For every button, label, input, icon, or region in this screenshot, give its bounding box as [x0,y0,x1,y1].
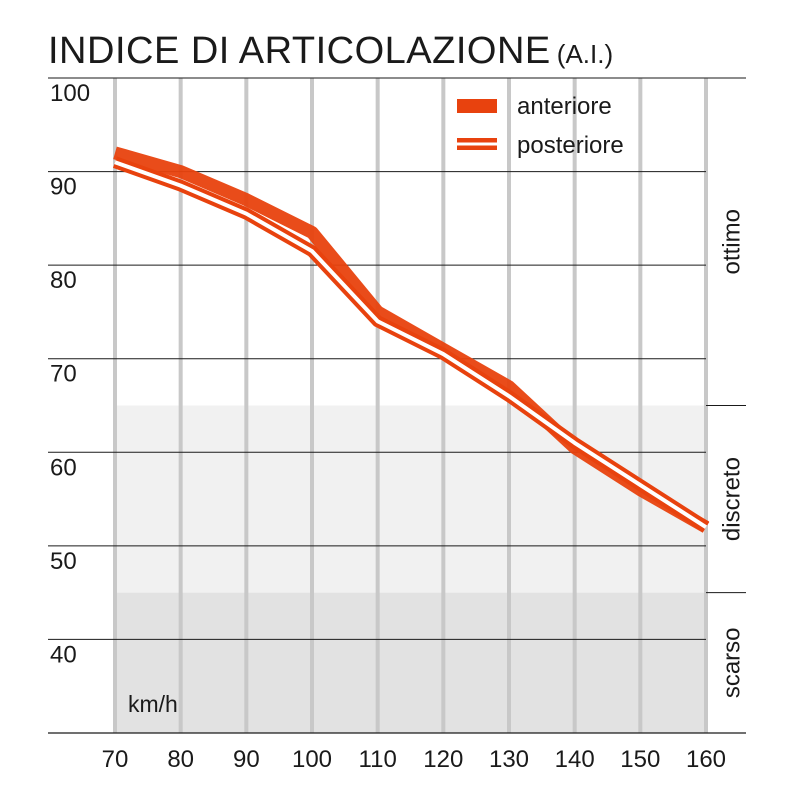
legend-swatch-anteriore [457,99,497,113]
x-tick-labels: 70 80 90 100 110 120 130 140 150 160 [102,746,726,773]
y-tick-label: 70 [50,361,77,388]
chart-title: INDICE DI ARTICOLAZIONE (A.I.) [48,30,613,73]
zone-label-ottimo: ottimo [718,209,745,274]
y-tick-labels: 100 90 80 70 60 50 40 [50,80,90,668]
x-tick-label: 120 [423,746,463,773]
x-tick-label: 90 [233,746,260,773]
legend-label-posteriore: posteriore [517,132,624,159]
x-tick-label: 140 [555,746,595,773]
y-tick-label: 100 [50,80,90,107]
y-tick-label: 40 [50,641,77,668]
series-layer [112,146,710,533]
zone-band-discreto [115,405,706,593]
x-tick-label: 130 [489,746,529,773]
x-tick-label: 160 [686,746,726,773]
zone-bands [115,78,706,733]
zone-band-ottimo [115,78,706,406]
x-axis-label: km/h [128,691,178,717]
series-line-inner-posteriore [114,160,708,529]
y-tick-label: 90 [50,174,77,201]
zone-band-scarso [115,592,706,733]
chart-title-sub: (A.I.) [556,39,614,69]
zone-label-discreto: discreto [718,457,745,541]
x-tick-label: 70 [102,746,129,773]
y-tick-label: 80 [50,267,77,294]
zone-label-scarso: scarso [718,627,745,698]
y-tick-label: 50 [50,548,77,575]
x-tick-label: 100 [292,746,332,773]
zone-labels: ottimo discreto scarso [706,77,746,734]
legend-swatch-posteriore-inner [457,142,497,146]
x-tick-label: 80 [167,746,194,773]
x-tick-label: 150 [620,746,660,773]
chart-title-main: INDICE DI ARTICOLAZIONE [48,30,551,72]
x-tick-label: 110 [359,746,397,773]
y-tick-label: 60 [50,454,77,481]
legend-label-anteriore: anteriore [517,93,612,120]
legend: anteriore posteriore [457,93,624,159]
